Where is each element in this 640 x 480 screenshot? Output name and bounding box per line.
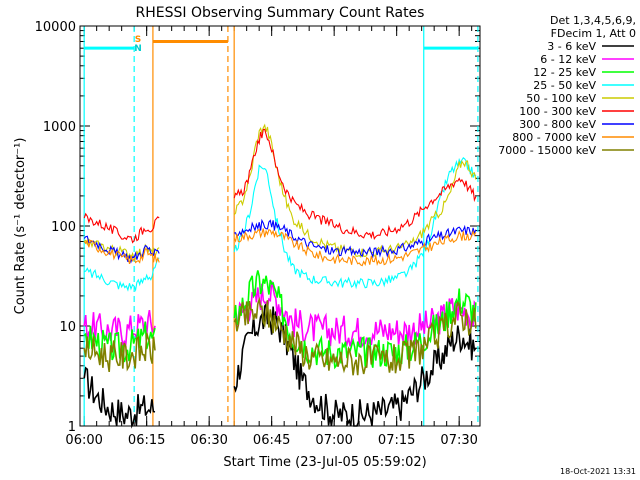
series-line-6	[234, 218, 477, 259]
plot-frame	[79, 25, 481, 427]
legend-entry-label: 7000 - 15000 keV	[498, 144, 596, 157]
series-line-0	[83, 366, 156, 429]
y-tick-label: 1000	[43, 120, 76, 135]
x-tick-label: 07:15	[378, 433, 415, 448]
y-tick-label: 100	[51, 220, 76, 235]
x-tick-label: 07:30	[440, 433, 477, 448]
flag-label-s: S	[135, 35, 141, 45]
x-tick-label: 06:00	[65, 433, 102, 448]
x-tick-label: 06:15	[128, 433, 165, 448]
series-line-8	[83, 332, 156, 373]
legend-header-line-2: FDecim 1, Att 0	[551, 27, 636, 40]
x-axis-label: Start Time (23-Jul-05 05:59:02)	[223, 455, 426, 470]
series-line-4	[83, 238, 160, 260]
legend-entry-label: 12 - 25 keV	[533, 66, 596, 79]
series-line-2	[233, 270, 477, 370]
series-line-5	[83, 212, 160, 244]
legend-entry-label: 6 - 12 keV	[540, 53, 596, 66]
y-axis-label: Count Rate (s⁻¹ detector⁻¹)	[13, 138, 28, 315]
legend-entry-label: 100 - 300 keV	[519, 105, 596, 118]
legend-entry-label: 3 - 6 keV	[547, 40, 596, 53]
series-line-7	[83, 239, 160, 265]
legend-entry-label: 50 - 100 keV	[526, 92, 596, 105]
flag-label-n: N	[134, 44, 142, 54]
y-tick-label: 1	[68, 420, 76, 435]
x-tick-label: 06:30	[190, 433, 227, 448]
y-tick-label: 10000	[35, 20, 76, 35]
x-tick-label: 06:45	[253, 433, 290, 448]
series-line-3	[233, 156, 477, 290]
chart-title: RHESSI Observing Summary Count Rates	[136, 5, 425, 21]
timestamp: 18-Oct-2021 13:31	[560, 467, 636, 476]
series-line-3	[84, 257, 160, 292]
series-line-5	[233, 128, 477, 241]
legend-entry-label: 300 - 800 keV	[519, 118, 596, 131]
x-tick-label: 07:00	[315, 433, 352, 448]
legend-entry-label: 25 - 50 keV	[533, 79, 596, 92]
legend-header-line-1: Det 1,3,4,5,6,9,	[550, 14, 636, 27]
y-tick-label: 10	[59, 320, 76, 335]
series-line-8	[233, 296, 477, 376]
series-line-7	[233, 228, 477, 267]
legend-entry-label: 800 - 7000 keV	[512, 131, 596, 144]
series-line-6	[83, 235, 160, 264]
